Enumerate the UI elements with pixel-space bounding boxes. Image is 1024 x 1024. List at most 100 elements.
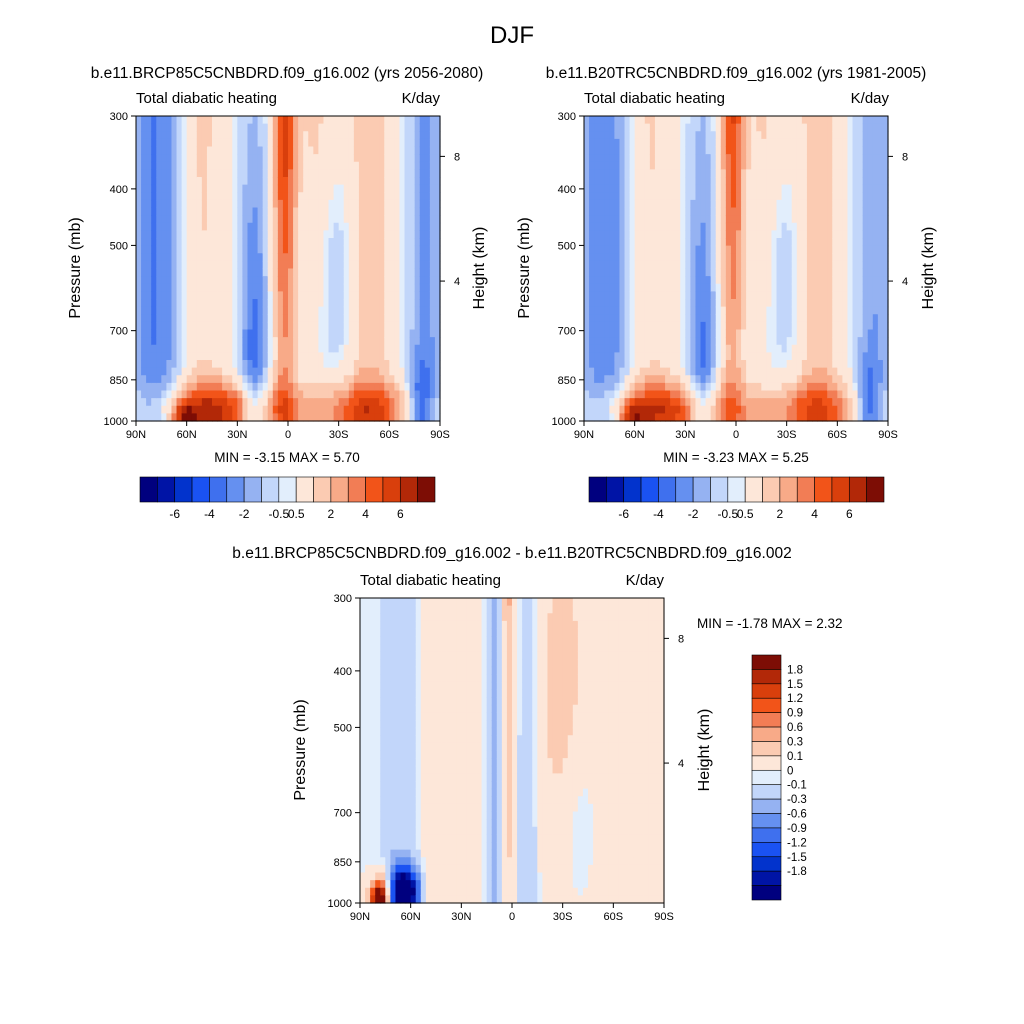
heatmap-cell [308, 253, 314, 262]
heatmap-cell [277, 375, 284, 384]
heatmap-cell [700, 222, 707, 231]
heatmap-cell [262, 215, 269, 224]
heatmap-cell [146, 314, 152, 323]
heatmap-cell [360, 651, 366, 660]
heatmap-cell [599, 276, 605, 285]
heatmap-cell [171, 146, 178, 155]
heatmap-cell [176, 299, 183, 308]
heatmap-cell [212, 398, 218, 407]
heatmap-cell [364, 321, 370, 331]
heatmap-cell [609, 123, 615, 132]
heatmap-cell [614, 169, 621, 178]
heatmap-cell [409, 245, 416, 254]
heatmap-cell [318, 299, 325, 308]
heatmap-cell [872, 375, 879, 384]
heatmap-cell [705, 375, 712, 384]
heatmap-cell [766, 215, 773, 224]
heatmap-cell [786, 306, 793, 315]
heatmap-cell [776, 375, 783, 384]
heatmap-cell [217, 207, 223, 216]
heatmap-cell [141, 360, 147, 369]
heatmap-cell [791, 413, 798, 422]
heatmap-cell [746, 398, 752, 407]
heatmap-cell [242, 352, 249, 361]
heatmap-cell [374, 390, 380, 399]
heatmap-cell [151, 375, 157, 384]
heatmap-cell [776, 192, 783, 201]
heatmap-cell [877, 398, 884, 407]
heatmap-cell [196, 161, 203, 170]
heatmap-cell [369, 207, 375, 216]
heatmap-cell [399, 260, 406, 270]
heatmap-cell [338, 405, 345, 414]
heatmap-cell [675, 413, 681, 422]
heatmap-cell [242, 192, 249, 201]
heatmap-cell [877, 375, 884, 384]
heatmap-cell [277, 382, 284, 392]
heatmap-cell [751, 344, 757, 353]
heatmap-cell [338, 230, 345, 239]
heatmap-cell [379, 154, 385, 163]
heatmap-cell [369, 390, 375, 399]
heatmap-cell [136, 337, 142, 346]
heatmap-cell [419, 131, 426, 140]
heatmap-cell [604, 382, 610, 392]
heatmap-cell [424, 413, 431, 422]
heatmap-cell [384, 116, 390, 125]
heatmap-cell [857, 184, 864, 193]
heatmap-cell [725, 405, 732, 414]
heatmap-cell [146, 329, 152, 338]
heatmap-cell [262, 344, 269, 353]
heatmap-cell [847, 245, 854, 254]
heatmap-cell [695, 207, 702, 216]
heatmap-cell [827, 131, 833, 140]
heatmap-cell [232, 154, 238, 163]
heatmap-cell [882, 337, 889, 346]
heatmap-cell [746, 314, 752, 323]
heatmap-cell [394, 291, 401, 300]
heatmap-cell [353, 367, 360, 376]
heatmap-cell [353, 215, 360, 224]
colorbar: -6 -4 -2 -0.50.5 2 4 6 [588, 476, 885, 521]
heatmap-cell [867, 352, 874, 361]
heatmap-cell [654, 352, 661, 361]
heatmap-cell [685, 398, 691, 407]
heatmap-cell [384, 306, 390, 315]
heatmap-cell [379, 314, 385, 323]
heatmap-cell [832, 405, 838, 414]
heatmap-cell [654, 184, 661, 193]
heatmap-cell [852, 192, 859, 201]
heatmap-cell [842, 314, 849, 323]
heatmap-cell [700, 337, 707, 346]
heatmap-cell [675, 169, 681, 178]
heatmap-cell [333, 146, 340, 155]
heatmap-cell [374, 413, 380, 422]
heatmap-cell [862, 116, 869, 125]
heatmap-cell [389, 283, 395, 292]
heatmap-cell [842, 146, 849, 155]
heatmap-cell [201, 184, 208, 193]
heatmap-cell [267, 253, 274, 262]
heatmap-cell [877, 390, 884, 399]
heatmap-cell [837, 131, 843, 140]
heatmap-cell [191, 138, 198, 148]
heatmap-cell [730, 344, 737, 353]
heatmap-cell [338, 344, 345, 353]
heatmap-cell [812, 398, 818, 407]
heatmap-cell [282, 329, 289, 338]
heatmap-cell [806, 146, 813, 155]
panel-difference: b.e11.BRCP85C5CNBDRD.f09_g16.002 - b.e11… [232, 545, 842, 923]
heatmap-cell [136, 344, 142, 353]
heatmap-cell [609, 360, 615, 369]
heatmap-cell [847, 299, 854, 308]
heatmap-cell [594, 398, 600, 407]
heatmap-cell [288, 222, 294, 231]
heatmap-cell [741, 131, 747, 140]
heatmap-cell [766, 253, 773, 262]
heatmap-cell [191, 299, 198, 308]
heatmap-cell [429, 268, 436, 277]
heatmap-cell [176, 390, 183, 399]
heatmap-cell [670, 161, 676, 170]
heatmap-cell [796, 398, 803, 407]
heatmap-cell [614, 299, 621, 308]
